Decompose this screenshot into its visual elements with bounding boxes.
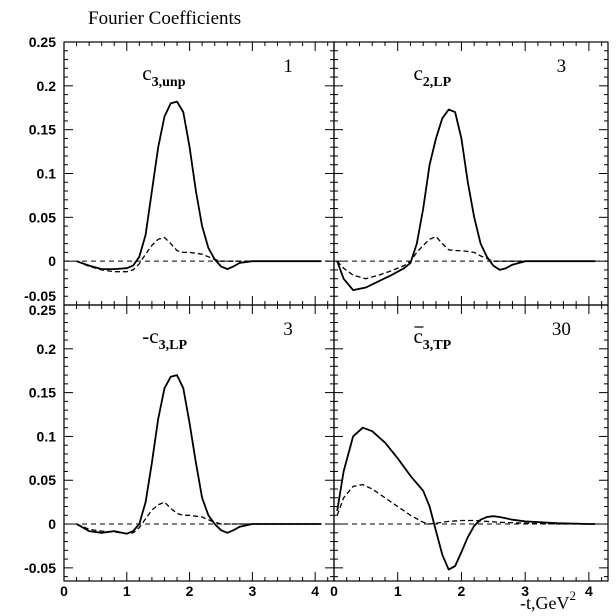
y-tick-label: -0.05 <box>24 288 56 304</box>
x-tick-label: 0 <box>60 583 68 599</box>
y-tick-label: -0.05 <box>24 560 56 576</box>
panel-bottom-left: 0.25 0.2 0.15 0.1 0.05 0 -0.05 -c3,LP 3 <box>24 302 335 582</box>
panel-scale-factor: 30 <box>552 319 571 340</box>
x-tick-label: 3 <box>521 583 529 599</box>
panel-frame <box>333 41 609 306</box>
y-tick-label: 0.2 <box>37 78 57 94</box>
series-solid-line <box>76 100 322 270</box>
series-dashed-line <box>336 483 596 525</box>
panel-label: -c3,LP <box>142 324 187 353</box>
series-dashed-line <box>76 236 322 273</box>
panel-scale-factor: 3 <box>283 319 293 340</box>
panel-top-left: 0.25 0.2 0.15 0.1 0.05 0 -0.05 c3,unp 1 <box>24 34 335 306</box>
x-tick-label: 1 <box>394 583 402 599</box>
y-tick-label: 0.1 <box>37 428 57 444</box>
series-dashed-line <box>76 501 322 535</box>
y-tick-label: 0.15 <box>29 122 56 138</box>
y-tick-label: 0.15 <box>29 385 56 401</box>
y-tick-label: 0.05 <box>29 472 56 488</box>
panel-scale-factor: 3 <box>557 56 567 77</box>
panel-label: c3,unp <box>142 61 185 90</box>
panel-frame <box>333 304 609 582</box>
chart-title: Fourier Coefficients <box>88 8 241 29</box>
y-tick-label: 0 <box>48 253 56 269</box>
y-tick-label: 0.1 <box>37 166 57 182</box>
series-solid-line <box>76 374 322 535</box>
series-solid-line <box>336 426 596 571</box>
x-tick-label: 0 <box>330 583 338 599</box>
x-tick-label: 2 <box>186 583 194 599</box>
panel-frame <box>63 41 335 306</box>
panel-label: c3,TP <box>413 324 451 353</box>
series-solid-line <box>336 108 596 291</box>
series-dashed-line <box>336 235 596 280</box>
y-tick-label: 0.05 <box>29 209 56 225</box>
y-tick-label: 0.25 <box>29 302 56 318</box>
panel-scale-factor: 1 <box>283 56 293 77</box>
x-tick-label: 4 <box>585 583 593 599</box>
x-tick-label: 4 <box>311 583 319 599</box>
panel-label: c2,LP <box>413 61 451 90</box>
y-tick-label: 0.25 <box>29 34 56 50</box>
y-tick-label: 0.2 <box>37 341 57 357</box>
panel-top-right: c2,LP 3 <box>333 41 609 306</box>
x-axis-label: -t,GeV2 <box>520 588 576 613</box>
x-tick-label: 2 <box>458 583 466 599</box>
y-tick-label: 0 <box>48 516 56 532</box>
x-tick-label: 1 <box>123 583 131 599</box>
panel-bottom-right: c3,TP 30 <box>333 304 609 582</box>
panel-frame <box>63 304 335 582</box>
x-tick-label: 3 <box>248 583 256 599</box>
